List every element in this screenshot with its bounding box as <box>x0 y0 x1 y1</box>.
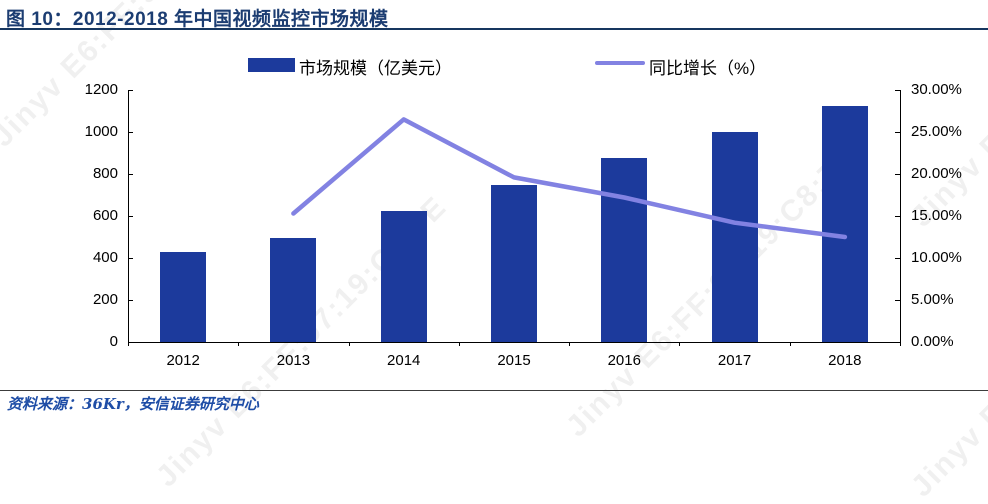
y-left-tick-mark <box>128 300 133 301</box>
y-right-tick-mark <box>895 342 900 343</box>
footer-divider <box>0 390 988 391</box>
bar-2017 <box>711 132 758 342</box>
x-tick-label-2013: 2013 <box>276 352 311 369</box>
y-right-tick-mark <box>895 258 900 259</box>
x-tick-label-2014: 2014 <box>387 352 421 369</box>
y-right-tick-mark <box>895 300 900 301</box>
y-left-tick-label: 600 <box>92 207 118 224</box>
y-right-tick-mark <box>895 174 900 175</box>
x-tick-label-2012: 2012 <box>166 352 200 369</box>
y-left-tick-label: 400 <box>92 249 118 266</box>
y-axis-right-line <box>900 90 901 343</box>
y-left-tick-mark <box>128 132 133 133</box>
watermark-text: Jinyv E6:FF:97:19:C8:7E <box>905 0 988 234</box>
title-underline <box>0 28 988 30</box>
y-right-tick-label: 10.00% <box>911 249 962 266</box>
y-left-tick-label: 1000 <box>84 123 118 140</box>
x-tick-mark <box>348 342 350 346</box>
legend-line-swatch <box>595 61 645 65</box>
y-right-tick-label: 15.00% <box>911 207 962 224</box>
x-tick-label-2018: 2018 <box>828 352 862 369</box>
x-tick-mark <box>900 342 901 346</box>
y-right-tick-label: 30.00% <box>911 81 962 98</box>
y-right-tick-label: 20.00% <box>911 165 962 182</box>
y-left-tick-label: 1200 <box>84 81 118 98</box>
bar-2015 <box>491 184 537 342</box>
y-left-tick-label: 200 <box>92 291 118 308</box>
y-left-tick-label: 800 <box>92 165 118 182</box>
legend-bar-swatch <box>248 58 295 72</box>
bar-2013 <box>270 237 317 342</box>
legend-line-label: 同比增长（%） <box>649 59 767 78</box>
y-left-tick-mark <box>128 174 133 175</box>
y-right-tick-mark <box>895 132 900 133</box>
y-left-tick-mark <box>128 90 133 91</box>
source-note: 资料来源：36Kr，安信证券研究中心 <box>7 395 259 413</box>
bar-2018 <box>821 105 868 342</box>
legend-bar-label: 市场规模（亿美元） <box>299 59 452 78</box>
x-axis-line <box>128 342 901 343</box>
y-right-tick-mark <box>895 90 900 91</box>
y-right-tick-label: 25.00% <box>911 123 962 140</box>
y-right-tick-label: 5.00% <box>911 291 954 308</box>
x-tick-label-2017: 2017 <box>717 352 752 369</box>
bar-2012 <box>160 251 207 342</box>
x-tick-mark <box>679 342 681 346</box>
y-right-tick-label: 0.00% <box>911 333 954 350</box>
y-left-tick-label: 0 <box>109 333 118 350</box>
x-tick-mark <box>458 342 460 346</box>
y-left-tick-mark <box>128 342 133 343</box>
bar-2016 <box>601 158 648 342</box>
x-tick-mark <box>128 342 129 346</box>
x-tick-label-2016: 2016 <box>607 352 641 369</box>
figure-title: 图 10：2012-2018 年中国视频监控市场规模 <box>6 9 389 30</box>
x-tick-mark <box>238 342 240 346</box>
x-tick-mark <box>569 342 571 346</box>
y-left-tick-mark <box>128 216 133 217</box>
growth-line <box>291 117 848 240</box>
y-left-tick-mark <box>128 258 133 259</box>
bar-2014 <box>380 210 427 342</box>
y-right-tick-mark <box>895 216 900 217</box>
x-tick-mark <box>789 342 791 346</box>
x-tick-label-2015: 2015 <box>497 352 531 369</box>
